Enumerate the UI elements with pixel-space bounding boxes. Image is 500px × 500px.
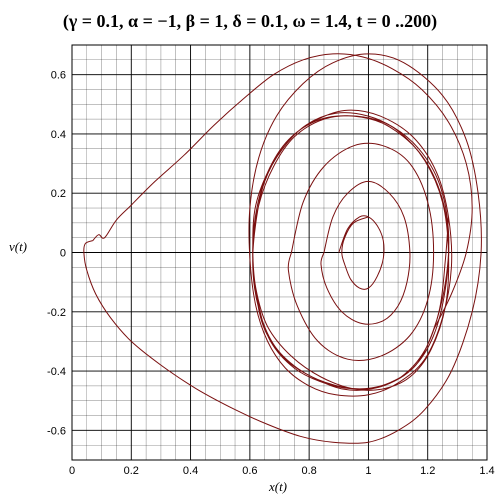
- y-tick-label: 0.4: [51, 129, 66, 141]
- y-axis-label: v(t): [9, 239, 27, 254]
- trajectory-line-5: [287, 142, 435, 361]
- x-tick-label: 0.4: [183, 465, 198, 477]
- y-tick-label: 0.2: [51, 188, 66, 200]
- x-tick-label: 1.2: [420, 465, 435, 477]
- grid-layer: [71, 44, 488, 461]
- axis-layer: 0 0.2 0.4 0.6 0.8 1 1.2 1.4 -0.6 -0.4 -0.2 0 0.2 0.4 0…: [47, 44, 495, 477]
- x-tick-label: 0.2: [124, 465, 139, 477]
- trajectory-line-1: [83, 53, 482, 444]
- y-tick-label: 0: [60, 248, 66, 260]
- x-tick-label: 0.8: [301, 465, 316, 477]
- trajectory-line-3: [338, 215, 385, 290]
- trajectory-line-2: [92, 53, 473, 330]
- y-tick-label: -0.4: [47, 366, 66, 378]
- trajectory-line-4: [320, 180, 411, 325]
- x-tick-label: 0: [69, 465, 75, 477]
- y-tick-label: -0.6: [47, 425, 66, 437]
- x-tick-label: 1: [365, 465, 371, 477]
- y-tick-label: 0.6: [51, 70, 66, 82]
- y-tick-label: -0.2: [47, 307, 66, 319]
- plot-frame: [71, 44, 488, 461]
- chart-title: (γ = 0.1, α = −1, β = 1, δ = 0.1, ω = 1.…: [63, 11, 437, 32]
- x-axis-label: x(t): [268, 479, 287, 494]
- x-tick-label: 1.4: [479, 465, 494, 477]
- series-layer: [83, 53, 482, 444]
- x-tick-label: 0.6: [242, 465, 257, 477]
